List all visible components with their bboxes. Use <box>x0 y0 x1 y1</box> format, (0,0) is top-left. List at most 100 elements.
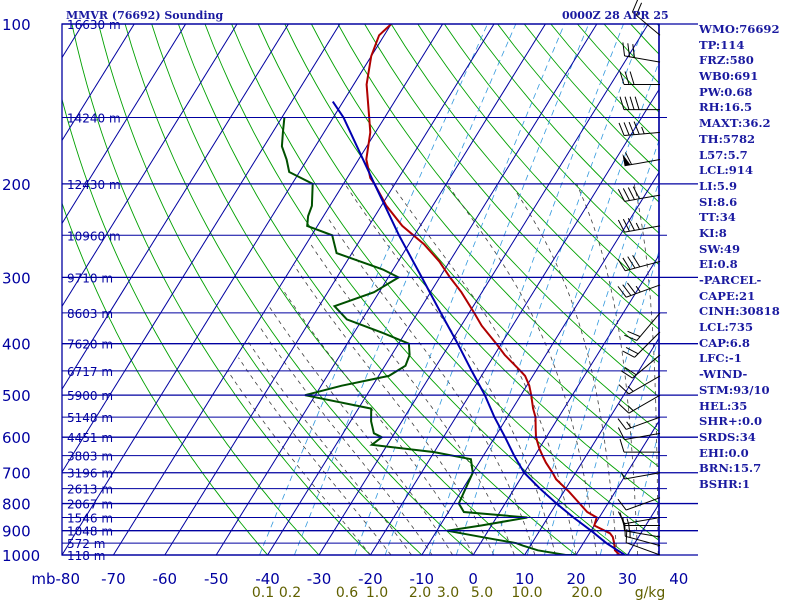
mixing-ratio-line <box>260 24 488 555</box>
height-label: 10960 m <box>67 229 121 243</box>
index-line: CAPE:21 <box>699 289 799 305</box>
index-line: CAP:6.8 <box>699 336 799 352</box>
wind-barb-feather <box>630 97 634 110</box>
wind-barb-half-feather <box>627 519 629 526</box>
mixing-ratio-label: 10.0 <box>511 585 542 600</box>
wind-barb <box>619 122 660 136</box>
dry-adiabat <box>125 24 473 555</box>
mixing-ratio-label: 2.0 <box>409 585 431 600</box>
moist-adiabat <box>228 371 371 555</box>
index-line: BRN:15.7 <box>699 461 799 477</box>
y-tick-label: 700 <box>2 465 31 483</box>
moist-adiabat <box>345 184 556 555</box>
wind-barb-half-feather <box>636 223 639 230</box>
wind-barb-feather <box>628 187 634 199</box>
index-line: L57:5.7 <box>699 148 799 164</box>
y-tick-label: 100 <box>2 16 31 34</box>
index-line: LI:5.9 <box>699 179 799 195</box>
wind-barb-feather <box>635 97 639 110</box>
height-label: 5900 m <box>67 389 113 403</box>
isotherm <box>216 24 545 555</box>
height-label: 12430 m <box>67 178 121 192</box>
chart-timestamp: 0000Z 28 APR 25 <box>562 9 669 22</box>
index-line: STM:93/10 <box>699 383 799 399</box>
dry-adiabat <box>99 24 422 555</box>
wind-barb-feather <box>620 439 624 452</box>
index-line: CINH:30818 <box>699 304 799 320</box>
wind-barb-feather <box>618 419 626 430</box>
index-line: TP:114 <box>699 38 799 54</box>
wind-barb-feather <box>623 188 629 200</box>
index-line: WB0:691 <box>699 69 799 85</box>
height-label: 5148 m <box>67 411 113 425</box>
wind-barb <box>624 313 660 341</box>
index-line: -PARCEL- <box>699 273 799 289</box>
isotherm <box>113 24 442 555</box>
mixing-ratio-label: 0.2 <box>279 585 301 600</box>
index-line: TT:34 <box>699 210 799 226</box>
dewpoint-line <box>282 118 576 556</box>
moist-adiabat <box>259 326 432 555</box>
isotherm <box>11 24 340 555</box>
mixing-ratio-label: 0.6 <box>336 585 358 600</box>
wind-barb <box>618 255 660 270</box>
wind-barb <box>618 283 660 297</box>
index-line: MAXT:36.2 <box>699 116 799 132</box>
index-line: EI:0.8 <box>699 257 799 273</box>
wind-barb-staff <box>629 395 660 413</box>
wind-barb-half-feather <box>642 127 645 134</box>
height-label: 4451 m <box>67 431 113 445</box>
plot-area <box>0 24 800 555</box>
index-line: FRZ:580 <box>699 53 799 69</box>
wind-barb-feather <box>623 42 625 55</box>
moist-adiabat <box>447 184 597 555</box>
x-tick-label: -50 <box>204 570 229 588</box>
y-tick-label: 400 <box>2 336 31 354</box>
wind-barb-staff <box>625 473 660 479</box>
height-label: 14240 m <box>67 112 121 126</box>
y-tick-label: 900 <box>2 523 31 541</box>
dry-adiabat <box>19 24 268 555</box>
height-label: 9710 m <box>67 271 113 285</box>
x-tick-label: mb-80 <box>31 570 80 588</box>
index-line: -WIND- <box>699 367 799 383</box>
height-label: 7620 m <box>67 338 113 352</box>
wind-barb-feather <box>633 187 639 199</box>
index-line: PW:0.68 <box>699 85 799 101</box>
wind-barb-staff <box>625 261 660 270</box>
index-line: BSHR:1 <box>699 477 799 493</box>
isotherm <box>268 24 597 555</box>
chart-title: MMVR (76692) Sounding <box>66 9 223 22</box>
index-line: WMO:76692 <box>699 22 799 38</box>
wind-barb-feather <box>624 335 637 340</box>
index-line: LFC:-1 <box>699 351 799 367</box>
x-tick-label: -60 <box>153 570 178 588</box>
wind-barb-feather <box>624 122 629 135</box>
x-tick-label: -30 <box>307 570 332 588</box>
index-line: LCL:735 <box>699 320 799 336</box>
wind-barb-feather <box>630 72 634 85</box>
wind-barb <box>626 529 660 555</box>
y-tick-label: 1000 <box>2 547 40 565</box>
index-line: SW:49 <box>699 242 799 258</box>
height-label: 6717 m <box>67 365 113 379</box>
y-tick-label: 800 <box>2 496 31 514</box>
mixing-ratio-label: 20.0 <box>571 585 602 600</box>
isotherm <box>0 24 237 555</box>
index-line: KI:8 <box>699 226 799 242</box>
index-line: LCL:914 <box>699 163 799 179</box>
wind-barb <box>618 187 660 202</box>
moist-adiabat <box>311 244 515 555</box>
wind-barb-staff <box>624 132 660 135</box>
index-line: SHR+:0.0 <box>699 414 799 430</box>
y-tick-label: 200 <box>2 176 31 194</box>
mixing-ratio-label: g/kg <box>635 585 666 600</box>
height-label: 8603 m <box>67 307 113 321</box>
wind-barb-staff <box>625 56 660 62</box>
dry-adiabat <box>152 24 525 555</box>
wind-barb <box>618 218 660 232</box>
dry-adiabat <box>232 24 679 555</box>
isotherm <box>165 24 494 555</box>
wind-barb-staff <box>625 433 660 439</box>
